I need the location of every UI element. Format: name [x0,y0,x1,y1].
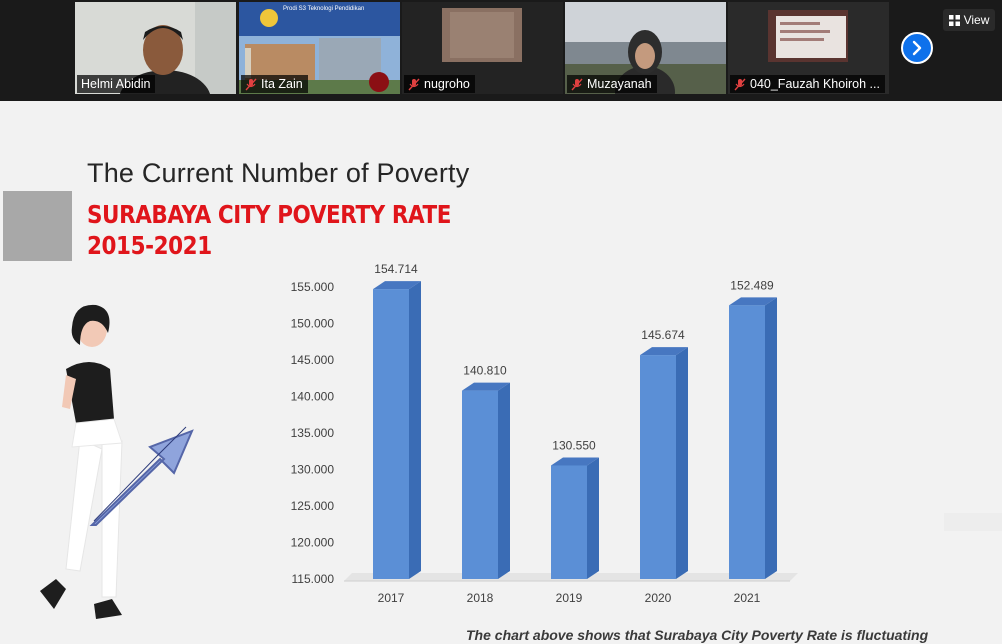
bar-2019 [551,457,599,579]
mic-muted-icon [408,78,420,91]
poverty-bar-chart: 115.000 120.000 125.000 130.000 135.000 140.0… [291,262,798,605]
y-tick-label: 140.000 [291,390,335,404]
bar-side [498,382,510,579]
y-tick-label: 125.000 [291,499,335,513]
bar-front [729,305,765,579]
placeholder-box [3,191,72,261]
y-tick-label: 120.000 [291,536,335,550]
participant-tile-2[interactable]: Prodi S3 Teknologi Pendidikan Ita Zain [239,2,400,94]
bar-series [373,281,777,579]
bar-top [729,297,777,306]
woman-holding-arrow-illustration [40,304,194,619]
bar-2021 [729,297,777,579]
view-button[interactable]: View [943,9,995,31]
y-tick-label: 150.000 [291,317,335,331]
data-label: 130.550 [552,438,596,452]
bar-front [462,390,498,579]
y-tick-label: 155.000 [291,280,335,294]
chart-heading-line-1: SURABAYA CITY POVERTY RATE [87,200,452,229]
participant-tile-4[interactable]: Muzayanah [565,2,726,94]
participant-name: Ita Zain [261,77,303,91]
slide-title: The Current Number of Poverty [87,158,470,188]
data-labels: 154.714 140.810 130.550 145.674 152.489 [374,262,774,452]
participant-tile-1[interactable]: Helmi Abidin [75,2,236,94]
participant-name: Muzayanah [587,77,652,91]
y-axis-ticks: 115.000 120.000 125.000 130.000 135.000 140.0… [291,280,335,586]
chevron-right-icon [912,40,922,56]
x-tick-label: 2018 [467,591,494,605]
bar-side [409,281,421,579]
side-strip [944,513,1002,531]
data-label: 154.714 [374,262,418,276]
x-tick-label: 2020 [645,591,672,605]
y-tick-label: 115.000 [292,572,335,586]
participant-name-label: Muzayanah [567,75,657,93]
view-label: View [963,13,990,27]
chart-heading-line-2: 2015-2021 [87,231,212,260]
bar-2018 [462,382,510,579]
bar-top [551,457,599,466]
participant-name: 040_Fauzah Khoiroh ... [750,77,880,91]
participant-tile-5[interactable]: 040_Fauzah Khoiroh ... [728,2,889,94]
x-tick-label: 2019 [556,591,583,605]
participant-name: nugroho [424,77,470,91]
bar-top [640,347,688,356]
participant-name-label: Ita Zain [241,75,308,93]
mic-muted-icon [571,78,583,91]
participant-strip: Helmi Abidin Prodi S3 Teknologi Pendidik… [0,0,1002,101]
next-page-button[interactable] [901,32,933,64]
mic-muted-icon [734,78,746,91]
bar-2020 [640,347,688,579]
bar-front [551,465,587,579]
data-label: 140.810 [463,364,507,378]
bar-side [587,457,599,579]
y-tick-label: 130.000 [291,463,335,477]
participant-name-label: nugroho [404,75,475,93]
mic-muted-icon [245,78,257,91]
x-axis-labels: 2017 2018 2019 2020 2021 [378,591,761,605]
grid-view-icon [948,14,960,26]
bar-front [640,355,676,579]
x-tick-label: 2017 [378,591,405,605]
participant-name-label: Helmi Abidin [77,75,156,93]
shared-slide: The Current Number of Poverty SURABAYA C… [0,101,1002,644]
bar-top [462,382,510,391]
participant-tile-3[interactable]: nugroho [402,2,563,94]
bar-2017 [373,281,421,579]
bar-side [765,297,777,579]
participant-name: Helmi Abidin [81,77,151,91]
bar-front [373,289,409,579]
banner-text: Prodi S3 Teknologi Pendidikan [283,6,365,12]
bar-side [676,347,688,579]
chart-caption: The chart above shows that Surabaya City… [466,627,929,643]
bar-top [373,281,421,290]
x-tick-label: 2021 [734,591,761,605]
participant-name-label: 040_Fauzah Khoiroh ... [730,75,885,93]
y-tick-label: 135.000 [291,426,335,440]
participant-video-3 [402,2,563,94]
data-label: 145.674 [641,328,685,342]
data-label: 152.489 [730,278,774,292]
y-tick-label: 145.000 [291,353,335,367]
